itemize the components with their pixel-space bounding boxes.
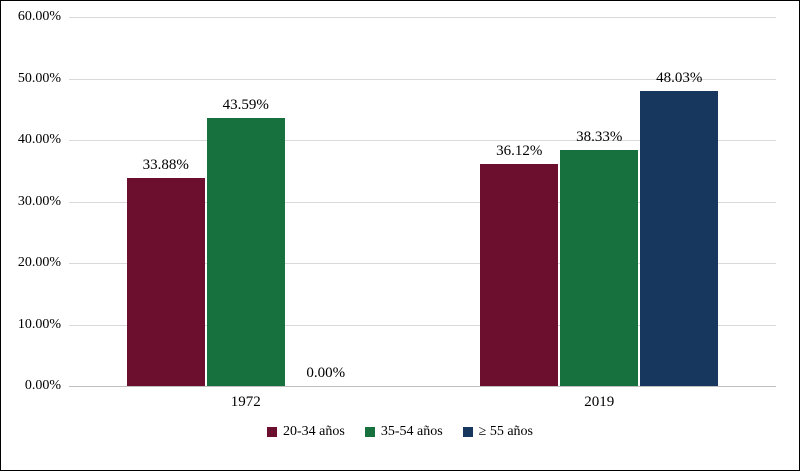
x-axis-line	[69, 386, 776, 387]
gridline	[69, 324, 776, 326]
bar-value-label: 48.03%	[656, 69, 703, 86]
bar-value-label: 43.59%	[222, 96, 269, 113]
bar-1972-series-1	[206, 117, 285, 386]
bar-value-label: 38.33%	[576, 129, 623, 146]
bar-2019-series-0	[480, 163, 559, 386]
y-tick-label: 10.00%	[17, 316, 61, 332]
bar-2019-series-2	[640, 90, 719, 386]
legend-swatch	[462, 427, 473, 437]
legend-item-2: ≥ 55 años	[462, 424, 533, 440]
legend-label: 20-34 años	[282, 424, 345, 439]
y-tick-label: 20.00%	[17, 255, 61, 270]
gridline	[69, 263, 776, 264]
bar-value-label: 33.88%	[142, 156, 189, 173]
x-category-label: 2019	[584, 394, 615, 410]
bar-1972-series-0	[126, 177, 205, 386]
gridline	[69, 78, 776, 80]
gridline	[69, 17, 776, 18]
y-tick-label: 40.00%	[17, 132, 61, 147]
legend-item-1: 35-54 años	[364, 424, 443, 440]
legend-label: 35-54 años	[380, 424, 443, 439]
legend-label: ≥ 55 años	[478, 424, 533, 439]
legend-item-0: 20-34 años	[266, 424, 345, 440]
y-tick-label: 50.00%	[17, 70, 61, 86]
legend-swatch	[266, 427, 277, 437]
legend-swatch	[364, 427, 375, 437]
y-tick-label: 30.00%	[17, 193, 61, 209]
x-category-label: 1972	[230, 394, 261, 410]
bar-2019-series-1	[560, 150, 639, 386]
gridline	[69, 201, 776, 203]
bar-value-label: 36.12%	[496, 142, 543, 159]
chart-legend: 20-34 años 35-54 años ≥ 55 años	[1, 424, 799, 440]
gridline	[69, 140, 776, 141]
y-tick-label: 0.00%	[24, 378, 61, 393]
y-tick-label: 60.00%	[17, 9, 61, 24]
bar-value-label: 0.00%	[306, 365, 346, 381]
